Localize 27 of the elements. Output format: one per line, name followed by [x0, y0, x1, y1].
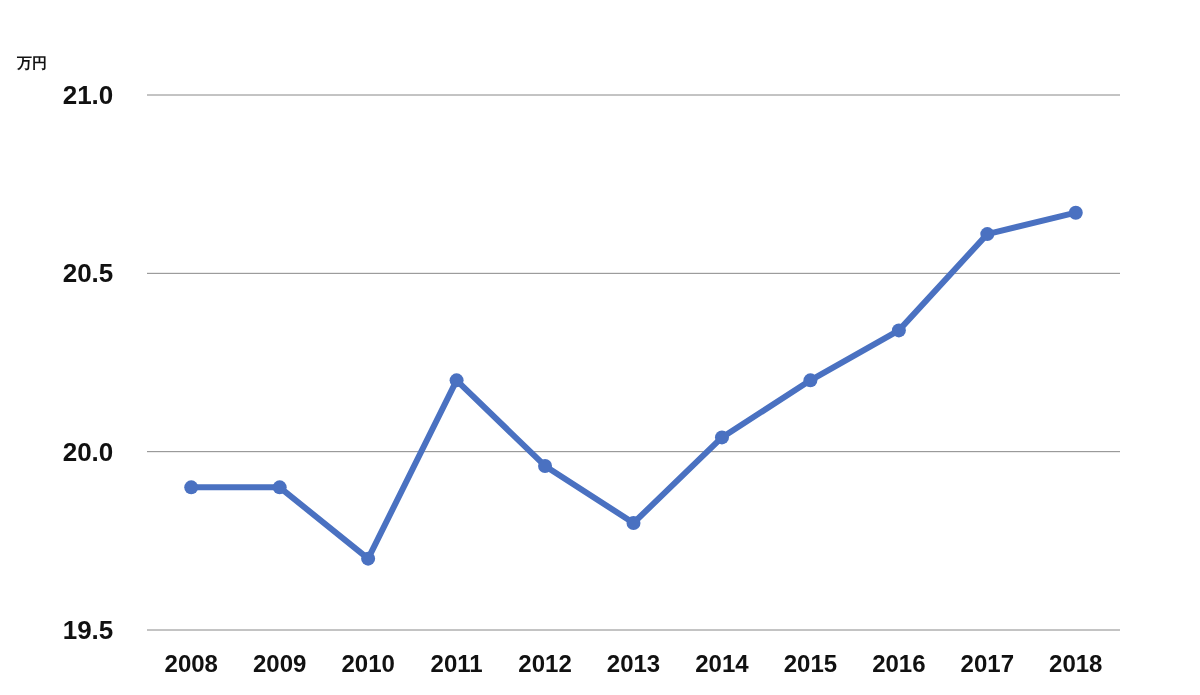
point: [714, 430, 729, 445]
x-tick-label: 2015: [783, 650, 838, 677]
y-tick-label: 20.0: [62, 436, 114, 467]
y-axis-title: 万円: [16, 54, 47, 71]
y-tick-label: 19.5: [62, 615, 114, 645]
point: [538, 458, 553, 473]
point: [626, 516, 641, 530]
point: [272, 480, 287, 495]
point: [980, 227, 995, 242]
x-tick-label: 2009: [252, 650, 307, 677]
point: [891, 323, 906, 338]
x-tick-label: 2014: [695, 650, 750, 677]
x-tick-label: 2018: [1049, 650, 1103, 677]
x-tick-label: 2010: [341, 650, 395, 677]
y-tick-label: 20.5: [62, 258, 114, 289]
x-tick-label: 2013: [606, 650, 661, 677]
point: [449, 373, 464, 388]
x-tick-label: 2016: [872, 650, 926, 677]
x-tick-label: 2017: [960, 650, 1015, 677]
x-tick-label: 2011: [430, 650, 483, 677]
y-tick-label: 21.0: [62, 80, 114, 110]
point: [184, 480, 199, 495]
x-tick-label: 2008: [164, 650, 218, 677]
point: [361, 551, 376, 566]
point: [1068, 205, 1083, 220]
point: [803, 373, 818, 388]
x-tick-label: 2012: [518, 650, 572, 677]
